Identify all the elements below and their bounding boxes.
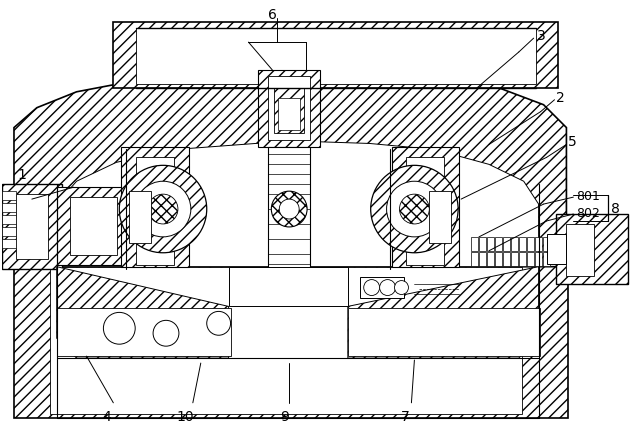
Circle shape <box>370 166 458 253</box>
Text: 3: 3 <box>537 29 545 43</box>
Circle shape <box>207 312 231 335</box>
Text: 802: 802 <box>576 206 600 219</box>
Bar <box>566 224 594 276</box>
Bar <box>547 234 566 264</box>
Bar <box>511 252 518 266</box>
Bar <box>487 252 494 266</box>
Bar <box>406 158 444 265</box>
Bar <box>229 267 348 307</box>
Text: 8: 8 <box>611 201 620 216</box>
Text: 10: 10 <box>176 409 194 423</box>
Bar <box>471 237 478 251</box>
Bar <box>16 195 48 259</box>
Bar <box>543 237 550 251</box>
Bar <box>2 204 16 213</box>
Bar <box>57 309 231 356</box>
Bar <box>2 185 62 269</box>
Bar <box>113 23 559 89</box>
Bar <box>348 309 539 356</box>
Bar <box>359 277 404 299</box>
Bar <box>268 77 310 141</box>
Bar <box>479 252 486 266</box>
Text: 2: 2 <box>556 91 565 105</box>
Bar <box>519 252 526 266</box>
Polygon shape <box>14 72 566 267</box>
Bar <box>14 264 568 418</box>
Bar <box>487 237 494 251</box>
Bar <box>543 252 550 266</box>
Circle shape <box>399 195 430 224</box>
Bar <box>2 216 16 224</box>
Bar <box>50 267 521 414</box>
Bar <box>278 99 300 130</box>
Bar <box>503 252 510 266</box>
Circle shape <box>120 166 207 253</box>
Bar <box>471 252 478 266</box>
Circle shape <box>135 182 191 237</box>
Bar <box>534 252 541 266</box>
Bar <box>511 237 518 251</box>
Bar <box>495 252 502 266</box>
Polygon shape <box>57 142 539 267</box>
Text: 1: 1 <box>17 168 26 182</box>
Bar <box>69 197 117 255</box>
Bar <box>2 192 16 201</box>
Circle shape <box>386 182 442 237</box>
Circle shape <box>364 280 379 296</box>
Bar <box>556 214 628 284</box>
Bar <box>268 148 310 272</box>
Circle shape <box>395 281 408 295</box>
Bar <box>275 89 304 133</box>
Circle shape <box>148 195 178 224</box>
Bar <box>503 237 510 251</box>
Bar <box>57 188 128 265</box>
Circle shape <box>153 321 179 346</box>
Text: 5: 5 <box>568 135 577 149</box>
Text: 7: 7 <box>401 409 410 423</box>
Bar <box>534 237 541 251</box>
Text: 6: 6 <box>268 8 276 22</box>
Bar <box>527 252 534 266</box>
Bar <box>129 192 151 243</box>
Circle shape <box>379 280 395 296</box>
Bar <box>136 158 174 265</box>
Circle shape <box>279 200 299 220</box>
Bar <box>258 71 320 148</box>
Polygon shape <box>348 267 539 358</box>
Bar <box>2 239 16 248</box>
Bar <box>430 192 451 243</box>
Bar <box>136 29 536 85</box>
Polygon shape <box>57 267 229 358</box>
Bar <box>519 237 526 251</box>
Bar <box>495 237 502 251</box>
Bar <box>479 237 486 251</box>
Text: 9: 9 <box>280 409 289 423</box>
Bar <box>122 148 189 267</box>
Circle shape <box>104 312 135 345</box>
Text: 801: 801 <box>576 189 600 202</box>
Bar <box>392 148 459 267</box>
Ellipse shape <box>271 192 307 227</box>
Bar <box>527 237 534 251</box>
Bar <box>2 227 16 237</box>
Text: 4: 4 <box>102 409 111 423</box>
